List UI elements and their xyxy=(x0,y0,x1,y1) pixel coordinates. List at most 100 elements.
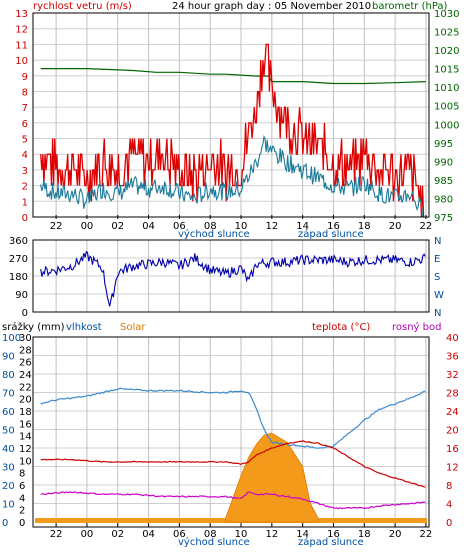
chart-title: 24 hour graph day : 05 November 2010 xyxy=(172,1,371,12)
upper-x-tick-label: 06 xyxy=(173,221,186,232)
wind-tick-label: 5 xyxy=(22,135,28,146)
barometer-tick-label: 1020 xyxy=(434,46,459,57)
wind-tick-label: 0 xyxy=(22,213,28,224)
barometer-tick-label: 1000 xyxy=(434,120,459,131)
upper-x-tick-label: 00 xyxy=(81,221,94,232)
barometer-tick-label: 995 xyxy=(434,139,453,150)
temperature-tick-label: 8 xyxy=(446,481,452,492)
temperature-tick-label: 12 xyxy=(446,463,459,474)
rain-tick-label: 20 xyxy=(19,395,32,406)
lower-x-tick-label: 10 xyxy=(235,529,248,540)
humidity-axis-title: vlhkost xyxy=(66,322,102,333)
barometer-tick-label: 1005 xyxy=(434,102,459,113)
wind-tick-label: 11 xyxy=(15,40,28,51)
rain-tick-label: 4 xyxy=(19,493,25,504)
wind-barometer-panel: 0123456789101112139759809859909951000100… xyxy=(15,9,459,224)
barometer-tick-label: 1025 xyxy=(434,28,459,39)
upper-x-tick-label: 18 xyxy=(358,221,371,232)
wind-tick-label: 8 xyxy=(22,87,28,98)
barometer-tick-label: 1010 xyxy=(434,83,459,94)
humidity-tick-label: 100 xyxy=(2,333,21,344)
wind-tick-label: 7 xyxy=(22,103,28,114)
barometer-line xyxy=(40,68,426,85)
rain-tick-label: 18 xyxy=(19,407,32,418)
temperature-tick-label: 24 xyxy=(446,407,459,418)
humidity-tick-label: 50 xyxy=(2,426,15,437)
sunrise-label-upper: východ slunce xyxy=(178,228,250,240)
barometer-tick-label: 980 xyxy=(434,194,453,205)
upper-x-tick-label: 16 xyxy=(327,221,340,232)
rain-tick-label: 14 xyxy=(19,432,32,443)
lower-x-tick-label: 22 xyxy=(420,529,433,540)
temperature-tick-label: 32 xyxy=(446,370,459,381)
lower-x-tick-label: 22 xyxy=(50,529,63,540)
direction-tick-label: 180 xyxy=(9,272,28,283)
wind-axis-title: rychlost vetru (m/s) xyxy=(33,1,132,12)
lower-x-tick-label: 20 xyxy=(389,529,402,540)
direction-tick-label: 360 xyxy=(9,236,28,247)
humidity-tick-label: 90 xyxy=(2,352,15,363)
lower-x-tick-label: 08 xyxy=(204,529,217,540)
compass-tick-label: W xyxy=(434,290,444,301)
barometer-tick-label: 985 xyxy=(434,176,453,187)
upper-x-tick-label: 12 xyxy=(265,221,278,232)
rain-tick-label: 22 xyxy=(19,382,32,393)
rain-tick-label: 12 xyxy=(19,444,32,455)
barometer-tick-label: 1030 xyxy=(434,9,459,20)
upper-x-tick-label: 10 xyxy=(235,221,248,232)
wind-tick-label: 12 xyxy=(15,25,28,36)
rain-tick-label: 0 xyxy=(19,518,25,529)
compass-tick-label: N xyxy=(434,236,441,247)
humidity-tick-label: 40 xyxy=(2,444,15,455)
x-axis-lower: 22 00 02 04 06 08 10 12 14 16 18 20 22 xyxy=(50,523,433,540)
wind-tick-label: 3 xyxy=(22,166,28,177)
rain-tick-label: 26 xyxy=(19,358,32,369)
temperature-line xyxy=(40,440,426,488)
sunset-label-upper: západ slunce xyxy=(298,228,364,240)
humidity-tick-label: 60 xyxy=(2,407,15,418)
rain-tick-label: 30 xyxy=(19,333,32,344)
rain-tick-label: 28 xyxy=(19,345,32,356)
lower-x-tick-label: 14 xyxy=(296,529,309,540)
compass-tick-label: E xyxy=(434,254,440,265)
wind-tick-label: 1 xyxy=(22,197,28,208)
humidity-line xyxy=(40,387,426,449)
temperature-tick-label: 28 xyxy=(446,389,459,400)
rain-tick-label: 2 xyxy=(19,506,25,517)
rain-tick-label: 10 xyxy=(19,456,32,467)
humidity-tick-label: 30 xyxy=(2,463,15,474)
wind-gust-line xyxy=(40,43,425,218)
temperature-tick-label: 0 xyxy=(446,518,452,529)
direction-tick-label: 90 xyxy=(15,290,28,301)
upper-x-tick-label: 02 xyxy=(111,221,124,232)
dewpoint-axis-title: rosný bod xyxy=(392,321,441,333)
wind-tick-label: 9 xyxy=(22,72,28,83)
barometer-tick-label: 1015 xyxy=(434,65,459,76)
temperature-axis-title: teplota (°C) xyxy=(312,322,370,333)
upper-x-tick-label: 22 xyxy=(420,221,433,232)
humidity-tick-label: 0 xyxy=(2,518,8,529)
rain-tick-label: 6 xyxy=(19,481,25,492)
wind-average-line xyxy=(40,134,424,218)
wind-direction-line xyxy=(40,250,426,307)
dewpoint-line xyxy=(40,491,426,510)
x-axis-upper: 22 00 02 04 06 08 10 12 14 16 18 20 22 xyxy=(50,215,433,232)
temperature-tick-label: 4 xyxy=(446,500,452,511)
wind-panel-frame xyxy=(32,12,430,218)
humidity-tick-label: 80 xyxy=(2,370,15,381)
wind-tick-label: 13 xyxy=(15,9,28,20)
lower-x-tick-label: 04 xyxy=(142,529,155,540)
upper-x-tick-label: 20 xyxy=(389,221,402,232)
humidity-tick-label: 20 xyxy=(2,481,15,492)
upper-x-tick-label: 04 xyxy=(142,221,155,232)
lower-x-tick-label: 02 xyxy=(111,529,124,540)
compass-tick-label: N xyxy=(434,308,441,319)
sunset-label-lower: západ slunce xyxy=(298,536,364,548)
upper-x-tick-label: 08 xyxy=(204,221,217,232)
direction-tick-label: 0 xyxy=(22,308,28,319)
barometer-tick-label: 975 xyxy=(434,213,453,224)
sunrise-label-lower: východ slunce xyxy=(178,536,250,548)
solar-area xyxy=(225,432,319,523)
